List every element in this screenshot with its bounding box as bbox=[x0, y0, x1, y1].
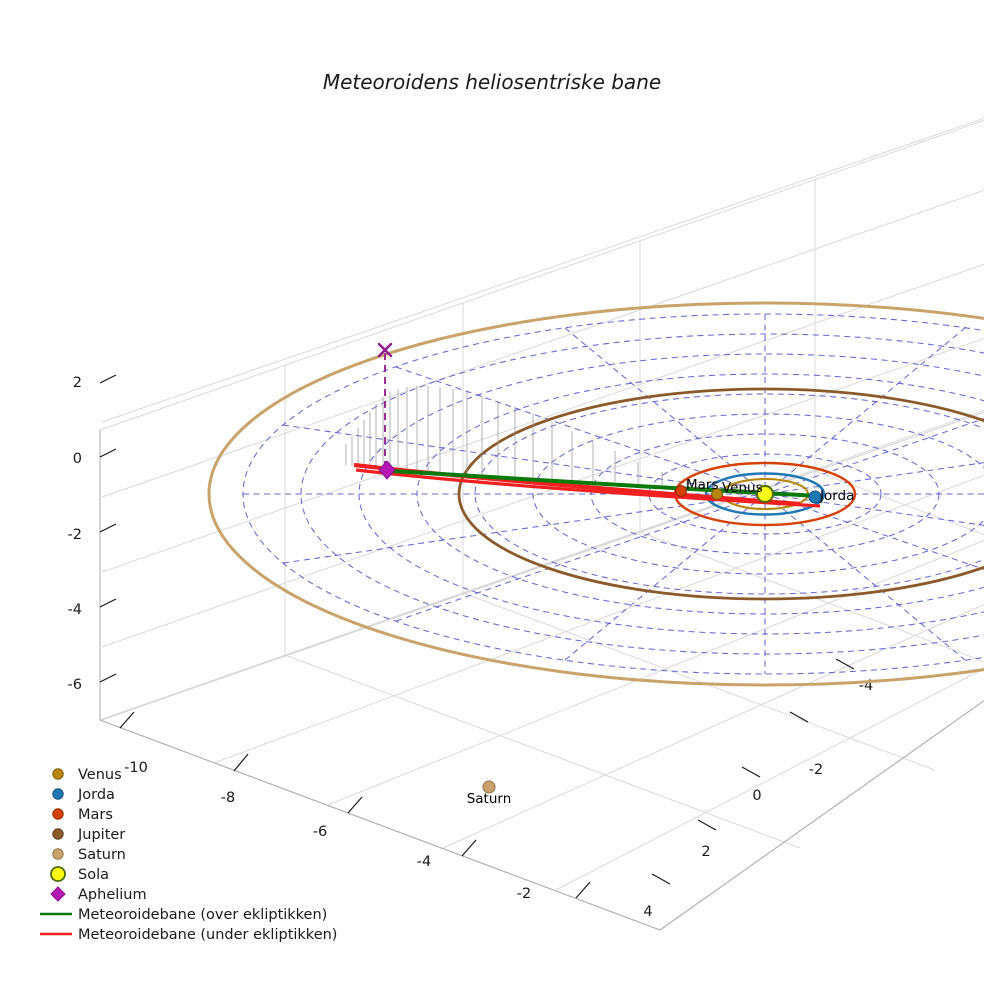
marker-saturn bbox=[482, 780, 496, 794]
marker-venus bbox=[711, 488, 723, 500]
planet-markers bbox=[482, 485, 822, 794]
aphelion-marker bbox=[378, 460, 396, 480]
legend-label-over: Meteoroidebane (over ekliptikken) bbox=[78, 907, 327, 923]
legend-marker-saturn bbox=[52, 848, 64, 860]
orbit-jorda bbox=[704, 472, 826, 516]
legend: Venus Jorda Mars Jupiter Saturn Sola Aph… bbox=[40, 767, 337, 943]
body-annotations: Mars Venus Jorda Saturn bbox=[467, 477, 855, 807]
y-tick-4: 4 bbox=[643, 904, 652, 920]
legend-marker-jupiter bbox=[52, 828, 64, 840]
marker-jorda bbox=[808, 490, 822, 504]
aphelion-group bbox=[377, 342, 396, 480]
aphelion-top-x-icon bbox=[377, 342, 393, 358]
x-tick-3: -4 bbox=[417, 854, 431, 870]
meteoroid-stems bbox=[345, 386, 713, 488]
axes-panes bbox=[98, 117, 984, 931]
legend-marker-aphelium bbox=[50, 886, 66, 902]
legend-marker-sola bbox=[50, 866, 66, 882]
marker-sola bbox=[756, 485, 774, 503]
y-axis: -4 -2 0 2 4 bbox=[643, 658, 984, 931]
page-title: Meteoroidens heliosentriske bane bbox=[322, 70, 662, 94]
annotation-venus: Venus bbox=[722, 480, 763, 496]
annotation-mars: Mars bbox=[686, 477, 719, 493]
legend-marker-mars bbox=[52, 808, 64, 820]
legend-label-saturn: Saturn bbox=[78, 847, 126, 863]
legend-marker-venus bbox=[52, 768, 64, 780]
z-axis: 2 0 -2 -4 -6 bbox=[68, 374, 117, 720]
x-tick-2: -6 bbox=[313, 824, 327, 840]
y-tick-3: 2 bbox=[701, 844, 710, 860]
legend-marker-jorda bbox=[52, 788, 64, 800]
legend-label-mars: Mars bbox=[78, 807, 113, 823]
meteoroid-track-under-return bbox=[355, 468, 821, 508]
annotation-saturn: Saturn bbox=[467, 791, 512, 807]
legend-label-under: Meteoroidebane (under ekliptikken) bbox=[78, 927, 337, 943]
z-tick-1: 0 bbox=[73, 451, 82, 467]
z-tick-2: -2 bbox=[68, 527, 82, 543]
legend-label-venus: Venus bbox=[78, 767, 122, 783]
z-tick-0: 2 bbox=[73, 375, 82, 391]
x-axis: -10 -8 -6 -4 -2 bbox=[99, 711, 661, 931]
orbit-saturn bbox=[207, 301, 984, 687]
orbit-jupiter bbox=[457, 387, 984, 601]
z-tick-4: -6 bbox=[68, 677, 82, 693]
legend-label-aphelium: Aphelium bbox=[78, 887, 147, 903]
x-tick-1: -8 bbox=[221, 790, 235, 806]
x-tick-0: -10 bbox=[124, 760, 148, 776]
marker-mars bbox=[675, 485, 687, 497]
legend-label-sola: Sola bbox=[78, 867, 109, 883]
annotation-jorda: Jorda bbox=[819, 488, 854, 504]
y-tick-2: 0 bbox=[752, 788, 761, 804]
y-tick-1: -2 bbox=[809, 762, 823, 778]
legend-label-jupiter: Jupiter bbox=[77, 827, 125, 843]
legend-label-jorda: Jorda bbox=[77, 787, 115, 803]
x-tick-4: -2 bbox=[517, 886, 531, 902]
z-tick-3: -4 bbox=[68, 602, 82, 618]
